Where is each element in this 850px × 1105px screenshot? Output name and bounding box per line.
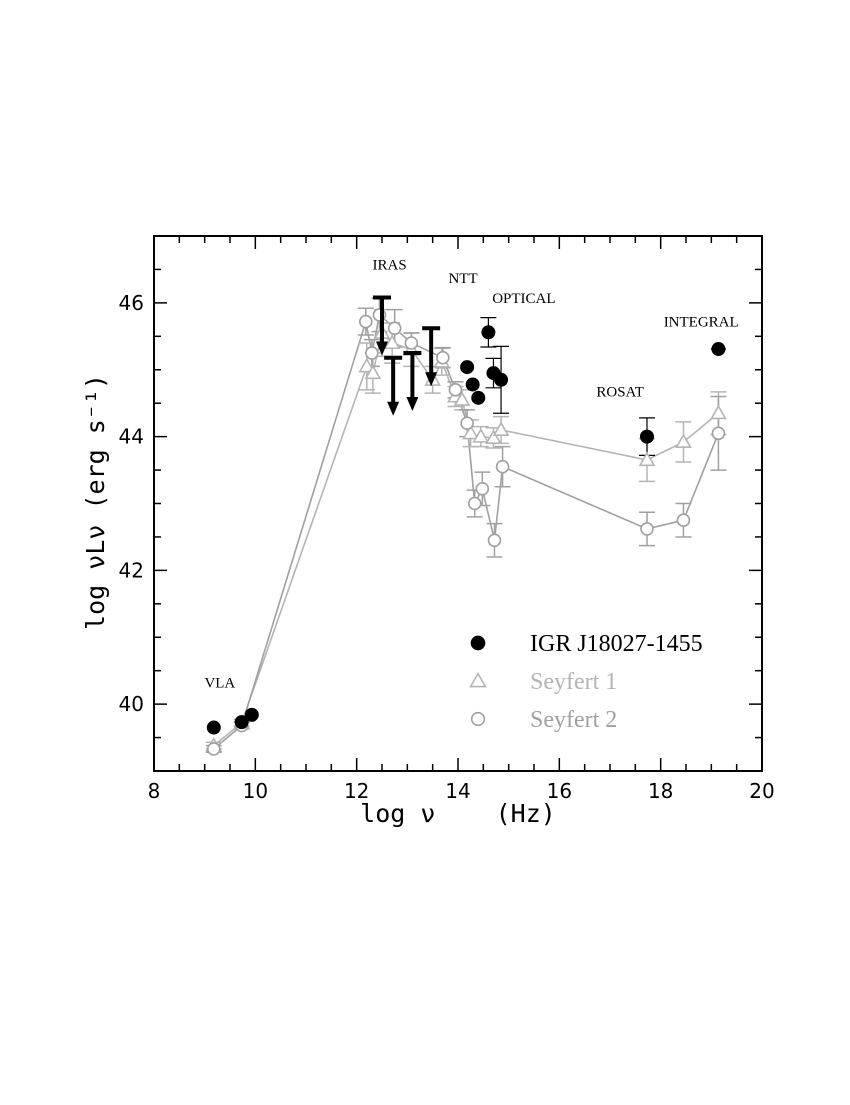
data-point	[206, 742, 221, 756]
band-label: ROSAT	[596, 385, 644, 401]
data-point	[462, 424, 480, 440]
y-tick-label: 46	[119, 291, 144, 315]
y-tick-label: 42	[119, 558, 144, 582]
data-point	[387, 321, 402, 336]
band-annotations: VLA IRAS NTT OPTICAL ROSAT INTEGRAL	[204, 257, 738, 691]
data-point	[711, 426, 726, 441]
data-point	[495, 459, 510, 474]
data-point	[234, 715, 249, 730]
x-axis-title: log ν (Hz)	[360, 799, 556, 828]
data-point	[492, 421, 510, 436]
data-point	[244, 707, 259, 722]
data-point	[710, 404, 727, 420]
data-point	[481, 325, 496, 340]
legend-marker	[470, 711, 486, 727]
data-point	[365, 346, 379, 360]
x-tick-label: 20	[749, 779, 774, 803]
legend-marker	[470, 635, 486, 651]
data-point	[676, 513, 691, 528]
band-label: VLA	[204, 675, 235, 691]
data-point	[465, 377, 480, 392]
x-tick-label: 8	[148, 779, 161, 803]
band-label: IRAS	[373, 257, 407, 273]
data-points	[205, 295, 727, 756]
data-point	[448, 383, 463, 397]
data-point	[467, 496, 482, 511]
data-point	[383, 334, 401, 350]
band-label: INTEGRAL	[664, 314, 739, 330]
data-point	[453, 391, 471, 406]
band-label: OPTICAL	[492, 291, 555, 307]
y-tick-label: 44	[119, 425, 144, 449]
data-point	[472, 428, 490, 443]
data-point	[471, 390, 486, 405]
legend-label: IGR J18027-1455	[530, 631, 703, 657]
data-point	[460, 416, 474, 431]
legend: IGR J18027-1455 Seyfert 1 Seyfert 2	[469, 631, 703, 733]
data-point	[206, 720, 221, 735]
data-point	[675, 433, 692, 449]
data-point	[460, 360, 475, 375]
axis-ticks	[153, 235, 763, 772]
data-point	[404, 336, 419, 350]
y-axis-title: log νLν (erg s⁻¹)	[81, 374, 110, 630]
data-point	[485, 429, 502, 445]
data-point	[640, 522, 654, 536]
data-point	[358, 314, 373, 329]
band-label: NTT	[448, 271, 477, 287]
x-tick-label: 16	[547, 779, 572, 803]
data-point	[711, 342, 726, 357]
upper-limit-arrowhead	[425, 372, 438, 387]
legend-marker	[469, 672, 487, 688]
upper-limit-arrowhead	[387, 401, 400, 416]
y-tick-label: 40	[119, 692, 144, 716]
upper-limit-arrowhead	[376, 341, 388, 356]
legend-label: Seyfert 2	[530, 707, 617, 733]
data-point	[487, 533, 502, 548]
data-point	[358, 357, 376, 373]
data-point	[364, 364, 382, 380]
x-tick-label: 10	[243, 779, 268, 803]
data-point	[638, 451, 656, 467]
data-point	[435, 350, 450, 365]
data-point	[639, 429, 654, 444]
legend-label: Seyfert 1	[530, 669, 617, 695]
upper-limit-arrowhead	[406, 397, 419, 412]
x-tick-label: 14	[445, 779, 470, 803]
data-point	[494, 372, 509, 387]
x-tick-label: 18	[648, 779, 673, 803]
data-point	[475, 481, 490, 496]
tick-labels: 8 10 12 14 16 18 20 40 42 44 46	[119, 291, 775, 803]
x-tick-label: 12	[344, 779, 369, 803]
